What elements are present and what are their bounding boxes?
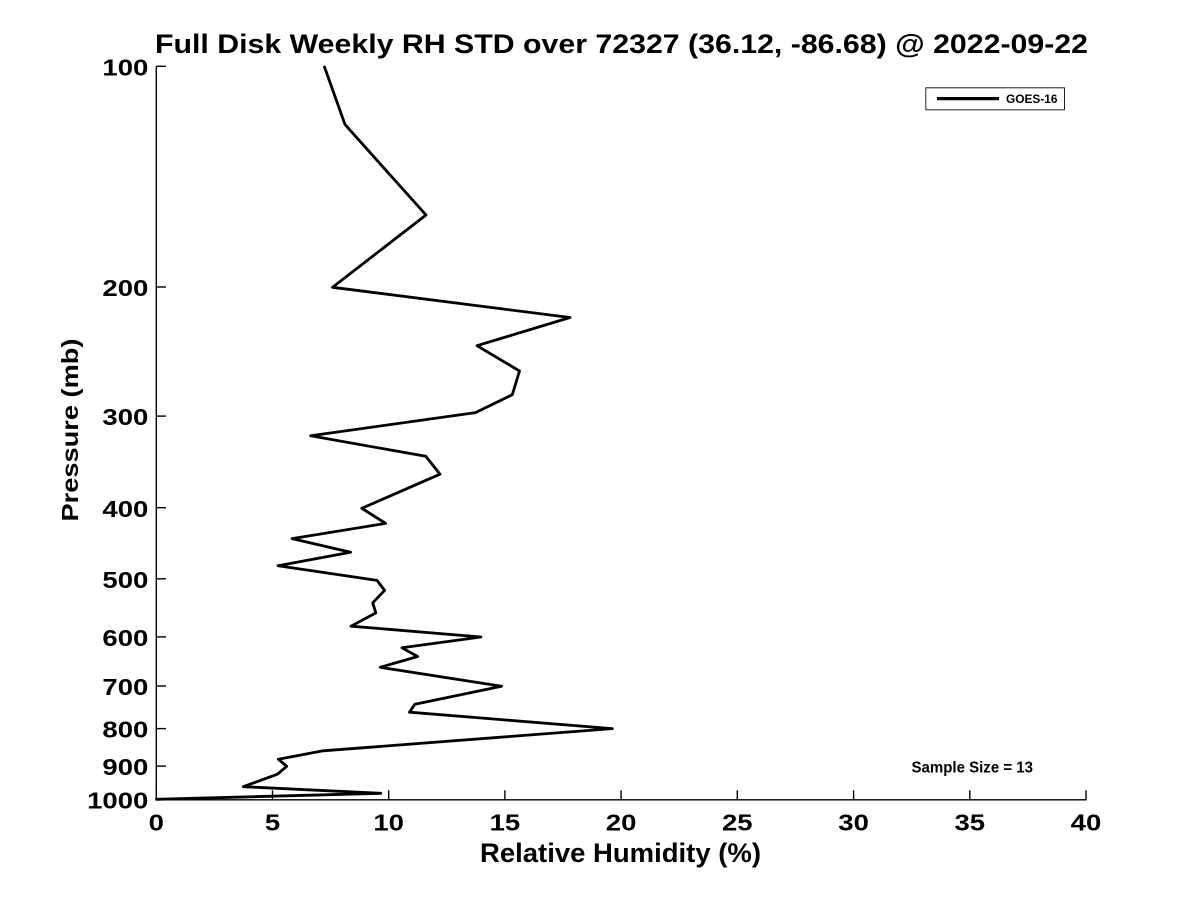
svg-text:10: 10 [373, 809, 404, 835]
svg-text:600: 600 [102, 625, 148, 651]
svg-text:35: 35 [955, 809, 986, 835]
svg-text:40: 40 [1071, 809, 1102, 835]
svg-text:Pressure (mb): Pressure (mb) [57, 339, 83, 522]
svg-text:500: 500 [102, 567, 148, 593]
svg-text:700: 700 [102, 674, 148, 700]
svg-text:900: 900 [102, 754, 148, 780]
svg-text:30: 30 [838, 809, 869, 835]
svg-text:100: 100 [102, 54, 148, 80]
svg-text:1000: 1000 [87, 788, 148, 814]
svg-text:400: 400 [102, 496, 148, 522]
svg-text:5: 5 [265, 809, 281, 835]
svg-text:Sample Size = 13: Sample Size = 13 [912, 759, 1034, 776]
svg-text:300: 300 [102, 404, 148, 430]
svg-text:Relative Humidity (%): Relative Humidity (%) [480, 838, 761, 868]
svg-text:0: 0 [149, 809, 164, 835]
svg-text:20: 20 [606, 809, 637, 835]
svg-text:15: 15 [490, 809, 521, 835]
svg-text:200: 200 [102, 275, 148, 301]
svg-text:25: 25 [722, 809, 753, 835]
svg-text:Full Disk Weekly RH STD over 7: Full Disk Weekly RH STD over 72327 (36.1… [155, 29, 1088, 59]
svg-text:800: 800 [102, 717, 148, 743]
svg-text:GOES-16: GOES-16 [1006, 94, 1058, 106]
